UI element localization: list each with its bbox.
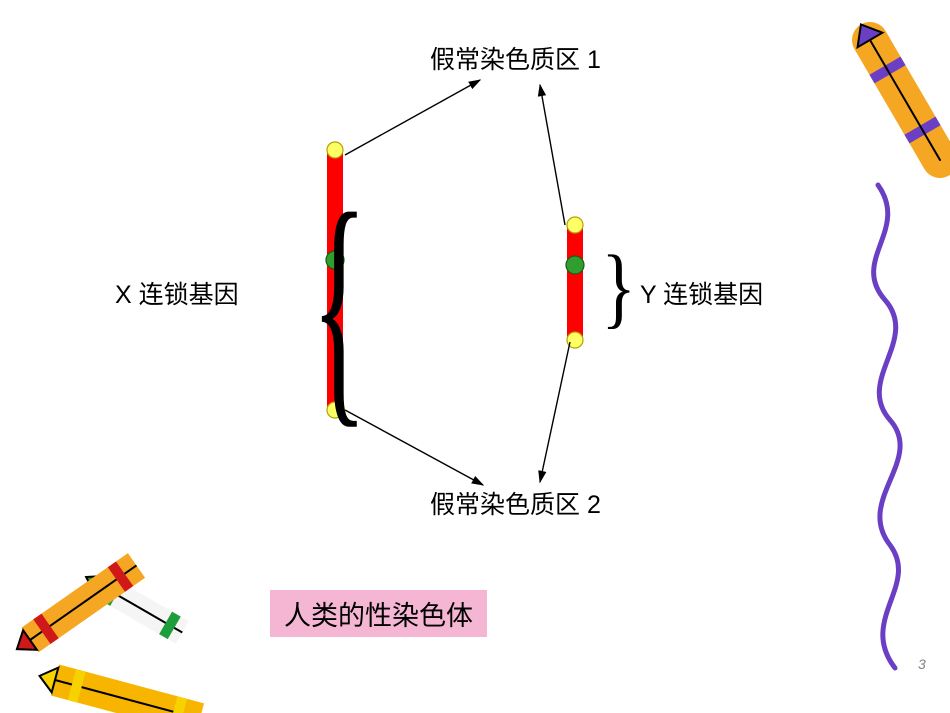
- arrow-y-bottom-to-par2: [540, 342, 570, 482]
- crayon-purple-stripe: [872, 61, 903, 79]
- crayon-green-tip: [86, 576, 105, 594]
- crayon-yellow-tip: [40, 668, 59, 693]
- label-y-linked: Y 连锁基因: [640, 275, 763, 311]
- chromosome-x-telomere-top: [327, 142, 343, 158]
- chromosome-y-body: [567, 225, 583, 340]
- arrow-x-top-to-par1: [345, 80, 480, 155]
- crayon-green-stripe: [106, 581, 119, 604]
- crayon-red-stripe: [37, 617, 54, 642]
- crayon-green-stripe: [163, 614, 176, 637]
- label-par1: 假常染色质区 1: [430, 40, 601, 76]
- crayon-red-body: [30, 565, 136, 640]
- brace-left-icon: {: [311, 175, 367, 405]
- crayon-yellow-stripe: [73, 670, 81, 701]
- crayon-green-body: [100, 585, 182, 633]
- arrow-y-top-to-par1: [540, 85, 565, 225]
- crayon-yellow-stripe: [174, 698, 182, 713]
- crayon-purple-tip: [858, 24, 883, 47]
- diagram-stage: 假常染色质区 1 X 连锁基因 Y 连锁基因 假常染色质区 2 { } 人类的性…: [0, 0, 950, 713]
- chromosome-y-telomere-bottom: [567, 332, 583, 348]
- caption-title: 人类的性染色体: [270, 590, 487, 637]
- crayon-red-tip: [17, 630, 37, 650]
- crayon-purple-outline: [870, 40, 940, 160]
- purple-squiggle: [874, 185, 900, 668]
- crayon-purple-stripe: [907, 121, 938, 139]
- crayon-red-stripe: [112, 564, 129, 589]
- label-x-linked: X 连锁基因: [115, 275, 239, 311]
- crayon-yellow-body: [55, 680, 200, 713]
- chromosome-y-telomere-top: [567, 217, 583, 233]
- label-par2: 假常染色质区 2: [430, 485, 601, 521]
- page-number: 3: [918, 656, 926, 672]
- chromosome-y-centromere: [566, 256, 584, 274]
- brace-right-icon: }: [601, 243, 636, 323]
- crayon-purple-body: [870, 40, 940, 160]
